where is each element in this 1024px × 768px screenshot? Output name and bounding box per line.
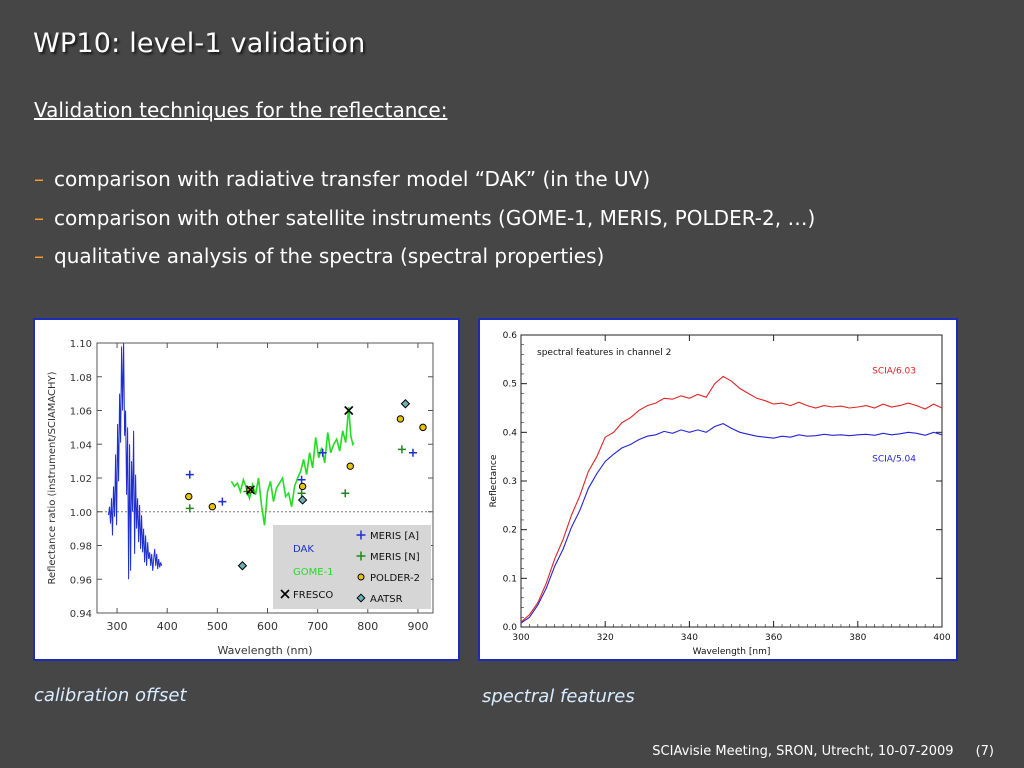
- x-tick-label: 400: [157, 620, 178, 633]
- series-label: SCIA/6.03: [872, 367, 916, 377]
- y-tick-label: 0.1: [503, 574, 517, 584]
- data-point-meris-n-: [297, 489, 306, 498]
- bullet-text: comparison with radiative transfer model…: [54, 167, 651, 191]
- y-tick-label: 0.5: [503, 380, 517, 390]
- data-point-meris-a-: [185, 470, 194, 479]
- legend-marker: [356, 530, 366, 540]
- x-tick-label: 400: [933, 633, 950, 643]
- bullet-dash: –: [34, 167, 44, 191]
- legend-label: MERIS [A]: [370, 531, 419, 542]
- legend-marker: [357, 573, 365, 581]
- y-tick-label: 1.00: [70, 508, 92, 519]
- y-axis-label: Reflectance ratio (instrument/SCIAMACHY): [47, 371, 58, 584]
- x-tick-label: 380: [849, 633, 866, 643]
- data-point-polder-2: [419, 423, 427, 432]
- bullet-list: – comparison with radiative transfer mod…: [34, 166, 815, 282]
- slide-subtitle: Validation techniques for the reflectanc…: [34, 98, 448, 122]
- series-line-scia-5-04: [520, 422, 943, 624]
- bullet-dash: –: [34, 205, 44, 230]
- plot-frame: [520, 334, 943, 628]
- y-tick-label: 1.08: [70, 373, 92, 384]
- x-tick-label: 320: [597, 633, 614, 643]
- legend-marker: [280, 589, 290, 599]
- data-point-fresco: [344, 405, 354, 416]
- data-point-aatsr: [400, 399, 411, 409]
- y-tick-label: 0.2: [503, 526, 517, 536]
- legend-label: POLDER-2: [370, 573, 420, 584]
- caption-spectral-features: spectral features: [482, 686, 635, 707]
- x-tick-label: 500: [207, 620, 228, 633]
- data-point-polder-2: [208, 502, 217, 511]
- calibration-offset-figure: 300 400 500 600 700 800 900 0.94 0.96 0.98 1.00 1.0…: [33, 318, 460, 661]
- legend-label: GOME-1: [293, 567, 334, 578]
- legend-box: [273, 525, 431, 609]
- series-line-scia-6-03: [520, 375, 943, 623]
- data-point-meris-a-: [218, 497, 227, 506]
- caption-calibration-offset: calibration offset: [34, 685, 187, 706]
- y-tick-label: 0.94: [70, 609, 92, 620]
- series-line-dak: [108, 343, 163, 580]
- y-tick-label: 1.02: [70, 474, 92, 485]
- data-point-polder-2: [298, 482, 307, 491]
- data-point-meris-n-: [397, 445, 406, 454]
- y-tick-label: 0.3: [503, 477, 517, 487]
- y-tick-label: 0.6: [503, 331, 518, 341]
- x-axis-label: Wavelength (nm): [217, 644, 312, 657]
- y-axis-label: Reflectance: [489, 454, 499, 507]
- y-tick-label: 1.10: [70, 339, 92, 350]
- y-tick-label: 0.96: [70, 575, 92, 586]
- data-point-polder-2: [185, 492, 193, 501]
- data-point-polder-2: [346, 462, 354, 470]
- data-point-polder-2: [396, 415, 405, 423]
- legend-marker: [356, 593, 366, 603]
- legend-label: FRESCO: [293, 590, 333, 601]
- data-point-aatsr: [297, 495, 308, 505]
- data-point-meris-n-: [341, 489, 350, 498]
- footer-text: SCIAvisie Meeting, SRON, Utrecht, 10-07-…: [652, 744, 954, 759]
- x-tick-label: 300: [512, 633, 529, 643]
- y-tick-label: 0.4: [503, 428, 518, 438]
- bullet-text: qualitative analysis of the spectra (spe…: [54, 244, 605, 268]
- bullet-item: – comparison with radiative transfer mod…: [34, 166, 815, 205]
- bullet-item: – qualitative analysis of the spectra (s…: [34, 243, 815, 282]
- x-tick-label: 800: [357, 620, 378, 633]
- chart-title: spectral features in channel 2: [537, 348, 671, 358]
- series-line-gome-1: [230, 407, 355, 526]
- data-point-aatsr: [237, 561, 248, 571]
- data-point-fresco: [245, 485, 256, 495]
- data-point-meris-n-: [185, 504, 194, 513]
- x-tick-label: 340: [681, 633, 698, 643]
- legend-label: AATSR: [370, 594, 403, 605]
- data-point-meris-a-: [297, 475, 306, 484]
- x-axis-label: Wavelength [nm]: [693, 647, 771, 657]
- x-tick-label: 700: [307, 620, 328, 633]
- data-point-meris-a-: [408, 448, 417, 457]
- bullet-dash: –: [34, 244, 44, 268]
- y-tick-label: 0.98: [70, 542, 92, 553]
- x-tick-label: 900: [407, 620, 428, 633]
- x-tick-label: 360: [765, 633, 782, 643]
- legend-marker: [356, 551, 366, 561]
- spectral-features-chart: 300 320 340 360 380 400 0.0 0.1 0.2 0.3 0.4 0.5 0.6 W…: [489, 331, 951, 657]
- spectral-features-figure: 300 320 340 360 380 400 0.0 0.1 0.2 0.3 0.4 0.5 0.6 W…: [478, 318, 958, 661]
- y-tick-label: 1.06: [70, 407, 92, 418]
- slide-footer: SCIAvisie Meeting, SRON, Utrecht, 10-07-…: [652, 744, 994, 759]
- slide-title: WP10: level-1 validation: [33, 28, 366, 59]
- series-label: SCIA/5.04: [872, 454, 916, 464]
- legend-label: DAK: [293, 544, 314, 555]
- x-tick-label: 600: [257, 620, 278, 633]
- bullet-item: – comparison with other satellite instru…: [34, 205, 815, 244]
- bullet-text: comparison with other satellite instrume…: [54, 205, 816, 230]
- y-tick-label: 1.04: [70, 440, 92, 451]
- y-tick-label: 0.0: [503, 623, 518, 633]
- data-point-meris-a-: [318, 448, 327, 457]
- page-number: (7): [975, 744, 994, 759]
- calibration-offset-chart: 300 400 500 600 700 800 900 0.94 0.96 0.98 1.00 1.0…: [47, 339, 434, 657]
- x-tick-label: 300: [107, 620, 128, 633]
- legend-label: MERIS [N]: [370, 552, 420, 563]
